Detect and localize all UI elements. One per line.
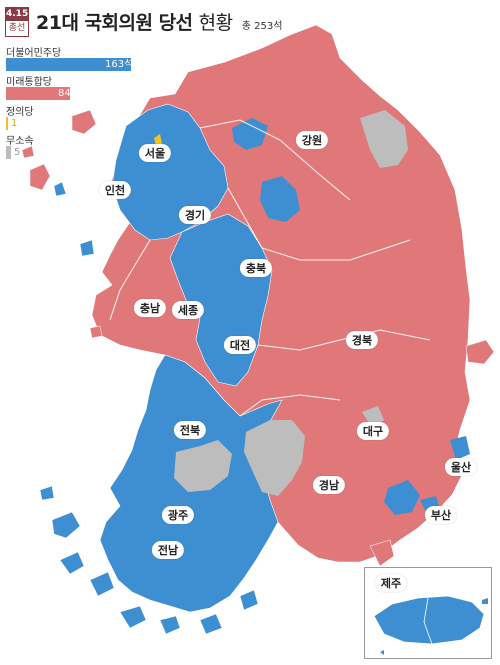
busan-democratic-pocket [384, 480, 420, 515]
legend-justice-label: 정의당 [6, 107, 34, 118]
southwest-island-4 [119, 605, 147, 629]
region-label-seoul: 서울 [138, 144, 172, 162]
region-label-chungbuk: 충북 [239, 259, 273, 277]
gangwon-democratic-pocket [232, 118, 268, 150]
legend-united-future-bar [6, 87, 70, 100]
region-label-ulsan: 울산 [444, 458, 478, 476]
region-label-gyeongbuk: 경북 [345, 331, 379, 349]
region-label-busan: 부산 [424, 506, 458, 524]
southwest-island-7 [239, 589, 259, 611]
region-label-chungnam: 충남 [133, 299, 167, 317]
southwest-island-3 [89, 571, 115, 597]
legend-democratic-seats: 163석 [105, 59, 134, 70]
badge-sub-text: 총선 [8, 23, 26, 33]
legend-independent-label: 무소속 [6, 136, 34, 147]
west-island-3 [71, 109, 97, 135]
page-title: 21대 국회의원 당선 현황 총 253석 [36, 8, 282, 35]
legend-united-future-seats: 84 [58, 88, 71, 99]
southeast-island [369, 539, 395, 567]
southwest-island-8 [39, 485, 55, 501]
region-label-incheon: 인천 [98, 181, 132, 199]
west-island-blue-2 [79, 239, 95, 257]
southwest-island-1 [51, 511, 81, 539]
legend-united-future-label: 미래통합당 [6, 77, 52, 88]
gangneung-independent [360, 110, 408, 168]
badge-date-text: 4.15 [6, 8, 29, 21]
region-label-jeonnam: 전남 [151, 541, 185, 559]
region-label-daejeon: 대전 [223, 336, 257, 354]
southwest-island-6 [199, 613, 223, 635]
total-seats: 총 253석 [241, 21, 283, 32]
legend-justice-seats: 1 [11, 118, 18, 129]
region-label-jeonbuk: 전북 [173, 421, 207, 439]
west-island-1 [29, 163, 51, 191]
legend-democratic-label: 더불어민주당 [6, 48, 62, 59]
jeonbuk-independent [174, 440, 232, 492]
hwacheon-democratic-pocket [260, 176, 300, 222]
region-label-gyeongnam: 경남 [312, 476, 346, 494]
legend-independent-seats: 5 [14, 147, 21, 158]
legend-independent-bar [6, 146, 11, 159]
region-label-gwangju: 광주 [161, 506, 195, 524]
region-label-jeju: 제주 [374, 574, 408, 592]
region-label-gyeonggi: 경기 [178, 206, 212, 224]
date-badge: 4.15 총선 [5, 7, 29, 37]
region-label-gangwon: 강원 [295, 131, 329, 149]
legend-democratic-bar [6, 58, 131, 71]
southwest-island-2 [59, 551, 85, 575]
title-sub: 현황 [198, 12, 233, 34]
west-island-4 [89, 325, 103, 339]
title-main: 21대 국회의원 당선 [36, 12, 193, 34]
gyeongnam-independent [244, 420, 305, 496]
ulleungdo-island [465, 339, 495, 365]
region-label-sejong: 세종 [171, 301, 205, 319]
west-island-2 [21, 145, 35, 159]
region-label-daegu: 대구 [356, 422, 390, 440]
west-island-blue-1 [53, 181, 67, 197]
legend-justice-bar [6, 117, 8, 130]
goyang-justice [154, 134, 162, 146]
southwest-island-5 [159, 615, 181, 635]
ulsan-democratic-pocket [450, 436, 470, 460]
